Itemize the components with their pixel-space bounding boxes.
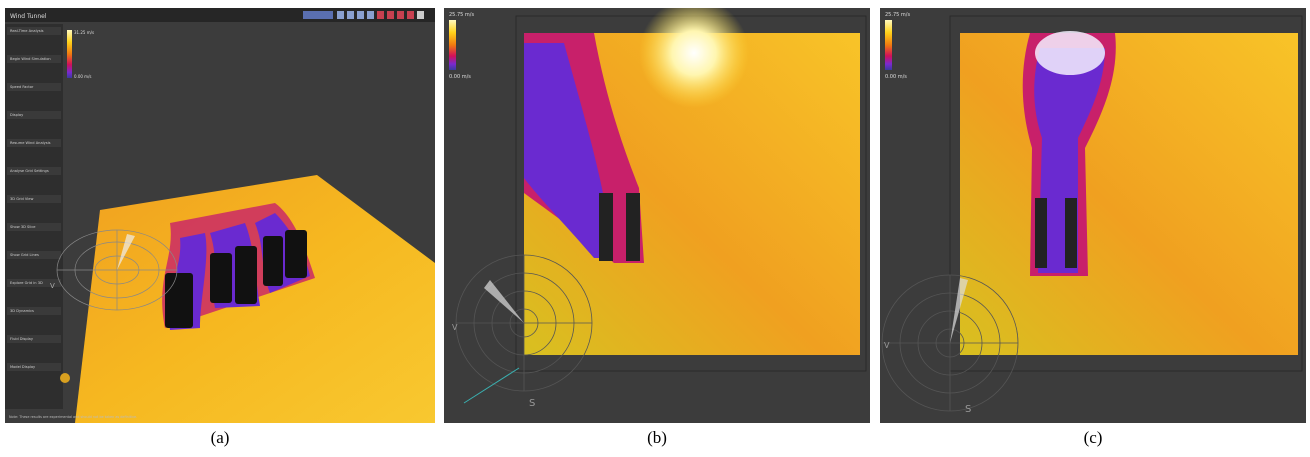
sidebar <box>5 24 63 409</box>
tool-icon <box>407 11 414 19</box>
tool-icon <box>367 11 374 19</box>
sidebar-item[interactable]: 3D Grid View <box>10 197 33 201</box>
window-title: Wind Tunnel <box>10 13 47 20</box>
panel-b: 25.75 m/s 0.00 m/s V S <box>444 8 870 423</box>
sidebar-item[interactable]: Real-Time Analysis <box>10 29 44 33</box>
sidebar-row[interactable] <box>7 55 61 63</box>
tool-icon <box>337 11 344 19</box>
tool-icon <box>397 11 404 19</box>
colorbar-max: 25.75 m/s <box>885 12 910 18</box>
building-block <box>285 230 307 278</box>
sidebar-row[interactable] <box>7 111 61 119</box>
tool-icon <box>417 11 424 19</box>
caption: (c) <box>1083 428 1103 447</box>
colorbar-min: 0.00 m/s <box>885 74 907 80</box>
colorbar-min: 0.00 m/s <box>74 74 92 79</box>
compass-label: V <box>884 341 890 350</box>
compass-label: S <box>965 404 971 415</box>
compass-label: V <box>50 282 55 290</box>
sidebar-item[interactable]: Speed Factor <box>10 85 34 89</box>
sidebar-row[interactable] <box>7 195 61 203</box>
building-block <box>235 246 257 304</box>
toolbar-button[interactable] <box>303 11 333 19</box>
wind-wake <box>1034 48 1105 273</box>
building-block <box>165 273 193 328</box>
sidebar-item[interactable]: Resume Wind Analysis <box>10 141 51 145</box>
sidebar-item[interactable]: Display <box>10 113 24 117</box>
colorbar-min: 0.00 m/s <box>449 74 471 80</box>
building-block <box>1065 198 1077 268</box>
sidebar-row[interactable] <box>7 223 61 231</box>
tool-icon <box>357 11 364 19</box>
tool-icon <box>387 11 394 19</box>
axis-gizmo <box>463 367 520 404</box>
sidebar-row[interactable] <box>7 307 61 315</box>
colorbar <box>449 20 456 70</box>
sidebar-item[interactable]: Analyse Grid Settings <box>10 169 49 173</box>
panel-c: 25.75 m/s 0.00 m/s V S <box>880 8 1306 423</box>
sidebar-row[interactable] <box>7 139 61 147</box>
sidebar-item[interactable]: Show 3D Slice <box>10 225 36 229</box>
colorbar <box>885 20 892 70</box>
sidebar-row[interactable] <box>7 83 61 91</box>
buildings <box>599 193 640 261</box>
tool-icon <box>377 11 384 19</box>
wind-wake <box>524 43 609 258</box>
caption: (a) <box>210 428 230 447</box>
building-block <box>599 193 613 261</box>
building-block <box>626 193 640 261</box>
sidebar-item[interactable]: Fluid Display <box>10 337 34 341</box>
buildings <box>1035 198 1077 268</box>
sidebar-item[interactable]: Model Display <box>10 365 36 369</box>
velocity-peak <box>639 8 749 108</box>
ground-plane <box>960 33 1298 355</box>
sidebar-row[interactable] <box>7 363 61 371</box>
sidebar-row[interactable] <box>7 167 61 175</box>
sidebar-row[interactable] <box>7 335 61 343</box>
vortex <box>1035 31 1105 75</box>
compass-label: V <box>452 323 458 332</box>
colorbar-max: 25.75 m/s <box>449 12 474 18</box>
sidebar-items: Real-Time Analysis Begin Wind Simulation S… <box>7 27 61 371</box>
sidebar-item[interactable]: 3D Dynamics <box>10 309 34 313</box>
colorbar-max: 31.25 m/s <box>74 30 94 35</box>
wind-direction <box>950 278 968 343</box>
colorbar <box>67 30 72 78</box>
wind-direction <box>484 280 524 323</box>
status-note: Note: These results are experimental and… <box>9 415 137 419</box>
sun-marker <box>60 373 70 383</box>
buildings <box>165 230 307 328</box>
wind-direction <box>117 234 135 270</box>
sidebar-item[interactable]: Explore Grid in 3D <box>10 281 43 285</box>
tool-icon <box>347 11 354 19</box>
sidebar-row[interactable] <box>7 279 61 287</box>
building-block <box>210 253 232 303</box>
sidebar-row[interactable] <box>7 251 61 259</box>
toolbar <box>337 11 424 19</box>
compass-label: S <box>529 398 535 409</box>
sidebar-row[interactable] <box>7 27 61 35</box>
caption: (b) <box>647 428 667 447</box>
domain-outline <box>949 15 1303 372</box>
panel-a: Wind Tunnel Real-Time Analysis Begin Wind… <box>5 8 435 423</box>
building-block <box>1035 198 1047 268</box>
sidebar-item[interactable]: Begin Wind Simulation <box>10 57 51 61</box>
building-block <box>263 236 283 286</box>
sidebar-item[interactable]: Show Grid Lines <box>10 253 39 257</box>
